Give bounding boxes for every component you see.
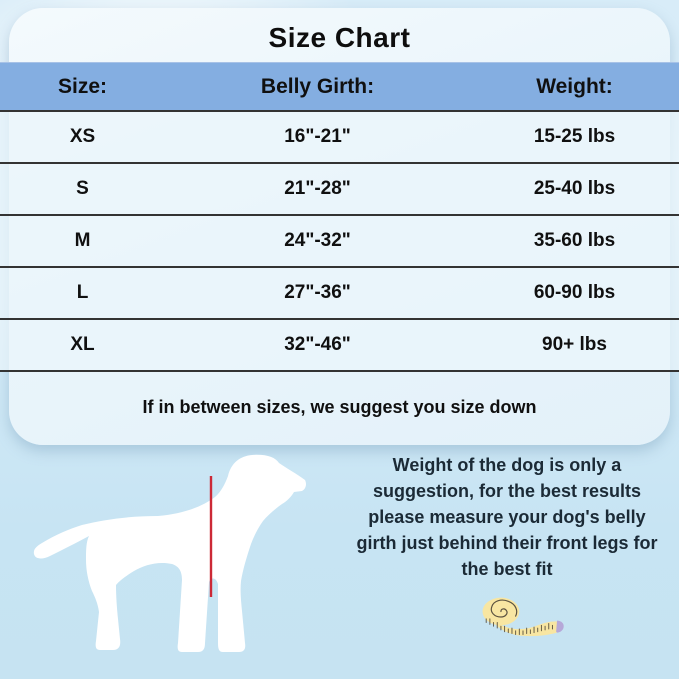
- girth-value: 32"-46": [284, 334, 351, 355]
- advice-line: girth just behind their front legs for: [356, 533, 658, 553]
- table-row: XS 16"-21" 15-25 lbs: [0, 112, 679, 164]
- header-cell-weight: Weight:: [536, 74, 613, 98]
- size-table: Size: Belly Girth: Weight: XS 16"-21" 15…: [0, 62, 679, 372]
- advice-line: Weight of the dog is only a: [392, 455, 622, 475]
- size-value: M: [74, 230, 91, 251]
- dog-measurement-illustration: [12, 450, 312, 660]
- table-row: XL 32"-46" 90+ lbs: [0, 320, 679, 372]
- page-title: Size Chart: [268, 22, 411, 53]
- weight-value: 60-90 lbs: [533, 282, 616, 303]
- girth-value: 16"-21": [284, 126, 351, 147]
- weight-value: 90+ lbs: [542, 334, 607, 355]
- advice-line: suggestion, for the best results: [372, 481, 642, 501]
- girth-value: 24"-32": [284, 230, 351, 251]
- sizing-note: If in between sizes, we suggest you size…: [142, 396, 537, 417]
- tape-tick-marks: [485, 618, 553, 635]
- girth-value: 27"-36": [284, 282, 351, 303]
- advice-line: the best fit: [461, 559, 553, 579]
- weight-value: 35-60 lbs: [533, 230, 616, 251]
- header-cell-size: Size:: [57, 74, 107, 98]
- size-value: S: [76, 178, 89, 199]
- table-row: S 21"-28" 25-40 lbs: [0, 164, 679, 216]
- measuring-tape-graphic: [482, 597, 564, 637]
- dog-silhouette-icon: [33, 454, 307, 652]
- advice-line: please measure your dog's belly: [368, 507, 646, 527]
- girth-value: 21"-28": [284, 178, 351, 199]
- table-row: L 27"-36" 60-90 lbs: [0, 268, 679, 320]
- weight-value: 15-25 lbs: [533, 126, 616, 147]
- size-value: XL: [70, 334, 95, 355]
- size-value: XS: [69, 126, 96, 147]
- size-value: L: [76, 282, 89, 303]
- measurement-advice-text: Weight of the dog is only a suggestion, …: [340, 452, 674, 582]
- table-row: M 24"-32" 35-60 lbs: [0, 216, 679, 268]
- weight-value: 25-40 lbs: [533, 178, 616, 199]
- header-cell-girth: Belly Girth:: [260, 74, 375, 98]
- table-header-row: Size: Belly Girth: Weight:: [0, 62, 679, 112]
- measuring-tape-icon: [477, 594, 569, 640]
